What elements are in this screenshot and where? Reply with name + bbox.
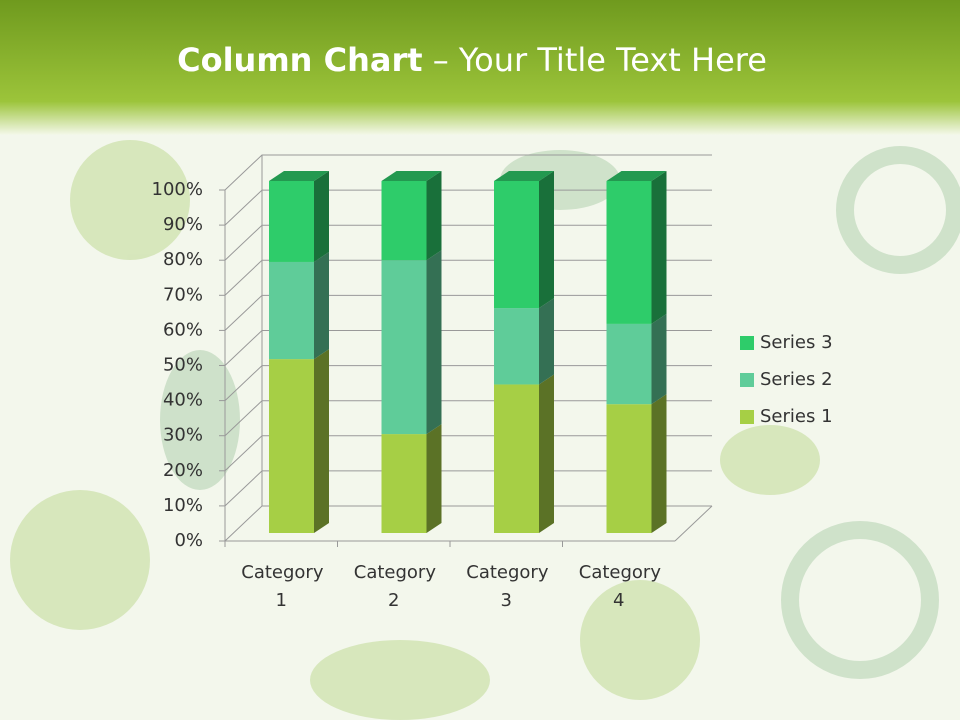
bar-top — [381, 171, 442, 181]
bar — [269, 181, 314, 262]
bar-side — [539, 171, 554, 309]
legend-swatch — [740, 373, 754, 387]
bar — [494, 308, 539, 385]
legend-swatch — [740, 336, 754, 350]
x-tick-label: Category 4 — [578, 562, 661, 611]
bar — [606, 181, 652, 324]
y-tick-label: 90% — [163, 214, 203, 235]
y-tick-label: 100% — [152, 179, 203, 200]
x-tick-label: Category 3 — [466, 562, 549, 611]
legend-swatch — [740, 410, 754, 424]
y-tick-label: 20% — [163, 460, 203, 481]
grid-line — [224, 505, 712, 542]
bar — [269, 359, 314, 533]
legend-label: Series 3 — [760, 332, 833, 353]
bar-top — [606, 171, 667, 181]
axis-line — [674, 505, 713, 542]
floral-pattern — [10, 140, 960, 720]
legend-label: Series 2 — [760, 369, 833, 390]
grid-line — [224, 294, 712, 331]
bar-side — [651, 313, 667, 405]
bar — [606, 404, 652, 533]
grid-line — [224, 365, 712, 401]
grid-line — [224, 189, 712, 226]
grid-line — [224, 400, 712, 437]
grid-line — [224, 154, 712, 191]
bar-top — [494, 171, 554, 181]
grid-line — [224, 470, 712, 507]
bar — [494, 181, 539, 309]
title-rest: – Your Title Text Here — [433, 41, 767, 79]
bar — [606, 323, 652, 405]
bar-side — [426, 424, 442, 533]
x-tick-label: Category 2 — [353, 562, 436, 611]
bar-top — [269, 171, 329, 181]
bar — [381, 181, 427, 261]
header-band — [0, 0, 960, 135]
bar-side — [539, 374, 554, 533]
y-tick-label: 80% — [163, 249, 203, 270]
x-tick-label: Category 1 — [241, 562, 324, 611]
bar — [381, 260, 427, 435]
y-tick-label: 10% — [163, 495, 203, 516]
y-tick-label: 60% — [163, 319, 203, 340]
bar-side — [314, 349, 329, 533]
bar — [494, 384, 539, 533]
grid-line — [224, 259, 712, 296]
y-tick-label: 70% — [163, 284, 203, 305]
grid-line — [224, 224, 712, 261]
y-tick-label: 50% — [163, 355, 203, 376]
bar-side — [651, 171, 667, 324]
bar-side — [426, 250, 442, 435]
title-bold: Column Chart — [177, 41, 422, 79]
y-tick-label: 30% — [163, 425, 203, 446]
chart-title: Column Chart – Your Title Text Here — [177, 41, 767, 79]
bar-side — [314, 251, 329, 360]
bar-side — [314, 171, 329, 262]
bar — [381, 434, 427, 533]
bar-side — [426, 171, 442, 261]
bar-side — [539, 298, 554, 385]
y-tick-label: 0% — [174, 530, 203, 551]
y-tick-label: 40% — [163, 390, 203, 411]
grid-line — [224, 330, 712, 366]
grid-line — [224, 435, 712, 472]
legend-label: Series 1 — [760, 406, 833, 427]
bar — [269, 261, 314, 360]
bar-side — [651, 394, 667, 533]
